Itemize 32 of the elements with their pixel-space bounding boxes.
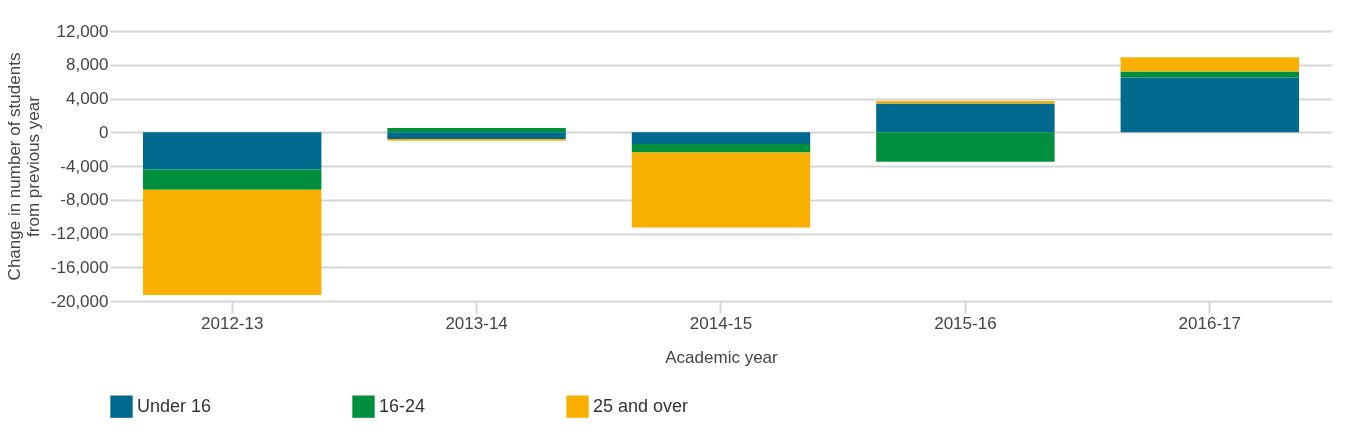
y-tick-label: -4,000 [60, 156, 109, 176]
y-tick-label: -20,000 [50, 291, 109, 311]
bar [631, 152, 811, 228]
y-tick-label: -16,000 [50, 257, 109, 277]
legend-label: 25 and over [593, 395, 689, 416]
bar [1120, 57, 1300, 72]
y-tick-label: -8,000 [60, 190, 109, 210]
y-tick-label: 4,000 [65, 89, 109, 108]
bar [142, 189, 322, 296]
bar [631, 144, 811, 153]
bar [142, 132, 322, 170]
bar [876, 132, 1055, 162]
bar [142, 169, 322, 190]
y-tick-label: 8,000 [65, 55, 109, 75]
x-tick-label: 2014-15 [689, 313, 753, 333]
bar [1120, 77, 1300, 133]
bar [876, 101, 1055, 104]
x-axis-title: Academic year [665, 347, 779, 367]
legend-label: Under 16 [137, 395, 212, 416]
bar [631, 132, 811, 145]
y-tick-label: -12,000 [50, 224, 109, 243]
y-tick-label: 0 [99, 122, 109, 142]
x-tick-label: 2016-17 [1178, 313, 1241, 333]
x-tick-label: 2013-14 [445, 313, 508, 333]
x-tick-label: 2015-16 [934, 313, 997, 333]
y-axis-title: Change in number of students from previous year [4, 52, 43, 281]
bar [387, 128, 566, 133]
bar [387, 132, 566, 139]
x-tick-label: 2012-13 [201, 313, 264, 333]
bar [876, 103, 1055, 133]
legend-label: 16-24 [379, 395, 426, 416]
y-tick-label: 12,000 [56, 21, 109, 41]
